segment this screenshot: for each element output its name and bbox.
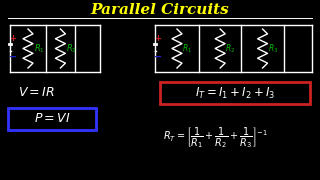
Text: +: + [10,34,17,43]
Text: $R_T = \left[\dfrac{1}{R_1}+\dfrac{1}{R_2}+\dfrac{1}{R_3}\right]^{-1}$: $R_T = \left[\dfrac{1}{R_1}+\dfrac{1}{R_… [163,126,268,150]
Text: +: + [155,34,162,43]
Bar [160,82,310,104]
Text: Parallel Circuits: Parallel Circuits [91,3,229,17]
Text: −: − [9,51,17,62]
Text: $R_2$: $R_2$ [67,42,77,55]
Text: −: − [154,51,162,62]
Bar [8,108,96,130]
Text: $P = V\mathit{I}$: $P = V\mathit{I}$ [34,112,70,125]
Text: $R_3$: $R_3$ [268,42,278,55]
Text: $I_T = I_1 + I_2 + I_3$: $I_T = I_1 + I_2 + I_3$ [195,86,275,101]
Text: $V = \mathit{IR}$: $V = \mathit{IR}$ [18,87,55,100]
Text: $R_1$: $R_1$ [34,42,45,55]
Text: $R_1$: $R_1$ [182,42,192,55]
Text: $R_2$: $R_2$ [225,42,235,55]
